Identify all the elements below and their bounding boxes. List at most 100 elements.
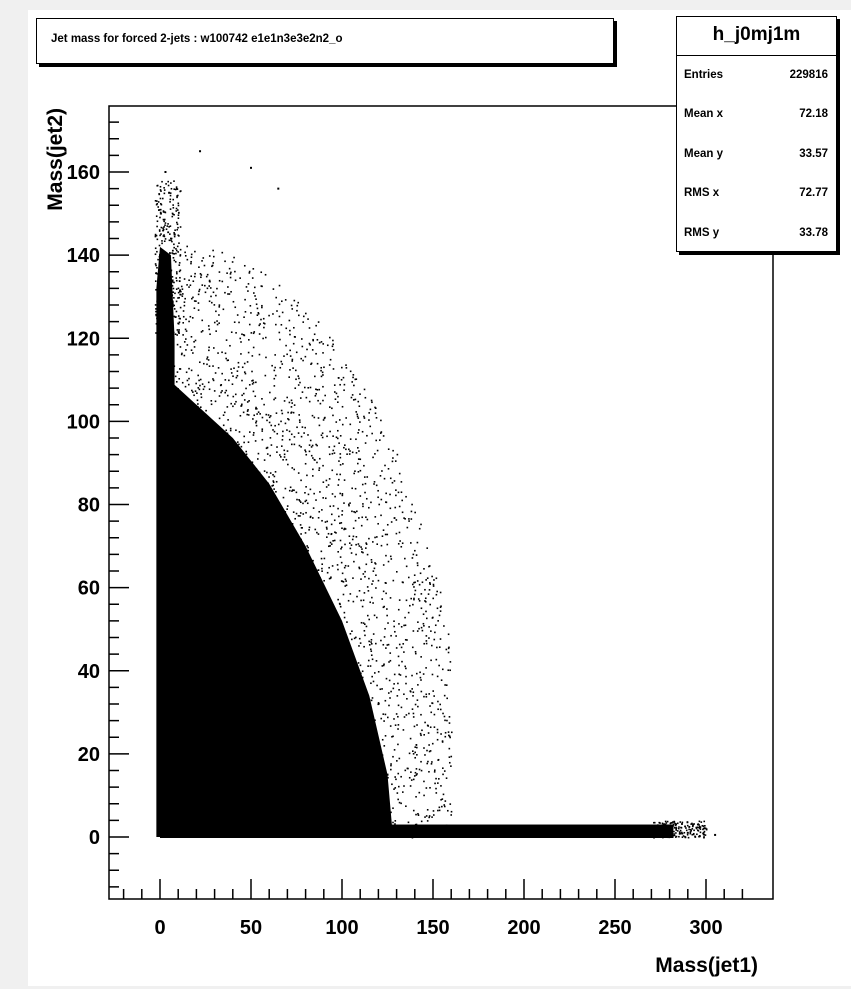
- scatter-point: [420, 593, 423, 595]
- scatter-point: [429, 726, 432, 729]
- scatter-point: [354, 487, 357, 490]
- scatter-point: [169, 225, 172, 227]
- scatter-point: [326, 435, 328, 438]
- scatter-point: [163, 235, 166, 238]
- scatter-point: [404, 665, 406, 668]
- scatter-point: [252, 346, 255, 349]
- scatter-point: [305, 486, 307, 488]
- scatter-point: [300, 527, 303, 529]
- scatter-point: [191, 426, 194, 428]
- scatter-point: [230, 331, 233, 334]
- scatter-point: [262, 337, 264, 340]
- scatter-point: [445, 684, 448, 686]
- scatter-point: [285, 327, 288, 330]
- scatter-point: [331, 452, 334, 455]
- scatter-point: [360, 524, 363, 527]
- scatter-point: [173, 180, 175, 182]
- scatter-point: [358, 645, 360, 647]
- scatter-point: [310, 363, 312, 366]
- scatter-point: [339, 453, 342, 455]
- scatter-point: [356, 673, 359, 675]
- scatter-point: [404, 616, 406, 619]
- scatter-point: [415, 774, 418, 776]
- scatter-point: [171, 410, 174, 412]
- scatter-point: [322, 481, 325, 483]
- scatter-point: [179, 306, 182, 309]
- scatter-point: [290, 443, 293, 446]
- scatter-point: [311, 517, 314, 519]
- scatter-point: [439, 638, 442, 640]
- scatter-point: [661, 822, 664, 825]
- scatter-point: [160, 233, 162, 235]
- scatter-point: [155, 332, 157, 334]
- scatter-point: [237, 366, 240, 368]
- scatter-point: [411, 708, 414, 710]
- scatter-point: [675, 835, 678, 838]
- scatter-point: [395, 635, 397, 637]
- scatter-point: [245, 286, 248, 288]
- scatter-point: [167, 297, 169, 300]
- scatter-point: [277, 187, 280, 190]
- scatter-point: [369, 795, 371, 797]
- scatter-point: [354, 470, 356, 472]
- scatter-point: [695, 827, 698, 830]
- scatter-point: [387, 776, 389, 779]
- scatter-point: [179, 280, 181, 283]
- scatter-point: [443, 804, 446, 806]
- scatter-point: [229, 276, 232, 279]
- scatter-point: [389, 652, 392, 654]
- scatter-point: [318, 388, 321, 391]
- scatter-point: [277, 423, 280, 426]
- scatter-point: [154, 247, 157, 250]
- scatter-point: [430, 659, 432, 662]
- scatter-point: [185, 400, 188, 403]
- scatter-point: [359, 421, 361, 423]
- scatter-point: [329, 406, 331, 408]
- scatter-point: [368, 644, 371, 646]
- scatter-point: [658, 826, 661, 828]
- scatter-point: [162, 229, 164, 232]
- scatter-point: [418, 599, 421, 602]
- scatter-point: [285, 344, 287, 347]
- scatter-point: [358, 567, 361, 570]
- scatter-point: [178, 270, 181, 273]
- scatter-point: [190, 262, 192, 265]
- scatter-point: [272, 481, 275, 484]
- scatter-point: [367, 659, 370, 662]
- scatter-point: [404, 557, 406, 560]
- scatter-point: [316, 444, 318, 447]
- scatter-point: [191, 317, 194, 319]
- scatter-point: [343, 389, 345, 392]
- scatter-point: [690, 830, 692, 832]
- scatter-point: [382, 529, 385, 531]
- scatter-point: [177, 226, 179, 229]
- scatter-point: [176, 223, 179, 226]
- scatter-point: [352, 600, 355, 603]
- scatter-point: [341, 836, 343, 838]
- scatter-point: [398, 472, 401, 475]
- scatter-point: [386, 614, 388, 617]
- scatter-point: [206, 363, 208, 366]
- scatter-point: [417, 812, 419, 815]
- scatter-point: [369, 665, 372, 667]
- scatter-point: [661, 832, 663, 835]
- scatter-point: [162, 218, 165, 221]
- scatter-point: [431, 575, 433, 578]
- scatter-point: [370, 642, 373, 645]
- scatter-point: [366, 769, 368, 772]
- stats-value: 33.78: [799, 226, 828, 239]
- scatter-point: [314, 528, 317, 531]
- scatter-point: [294, 387, 297, 390]
- scatter-point: [440, 679, 443, 681]
- scatter-point: [261, 306, 263, 309]
- scatter-point: [206, 356, 209, 358]
- scatter-point: [195, 836, 198, 838]
- scatter-point: [390, 690, 392, 693]
- scatter-point: [396, 792, 399, 794]
- scatter-point: [361, 551, 363, 553]
- scatter-point: [429, 583, 431, 585]
- scatter-point: [321, 432, 324, 435]
- scatter-point: [177, 413, 180, 415]
- scatter-point: [180, 285, 183, 288]
- scatter-point: [430, 711, 433, 714]
